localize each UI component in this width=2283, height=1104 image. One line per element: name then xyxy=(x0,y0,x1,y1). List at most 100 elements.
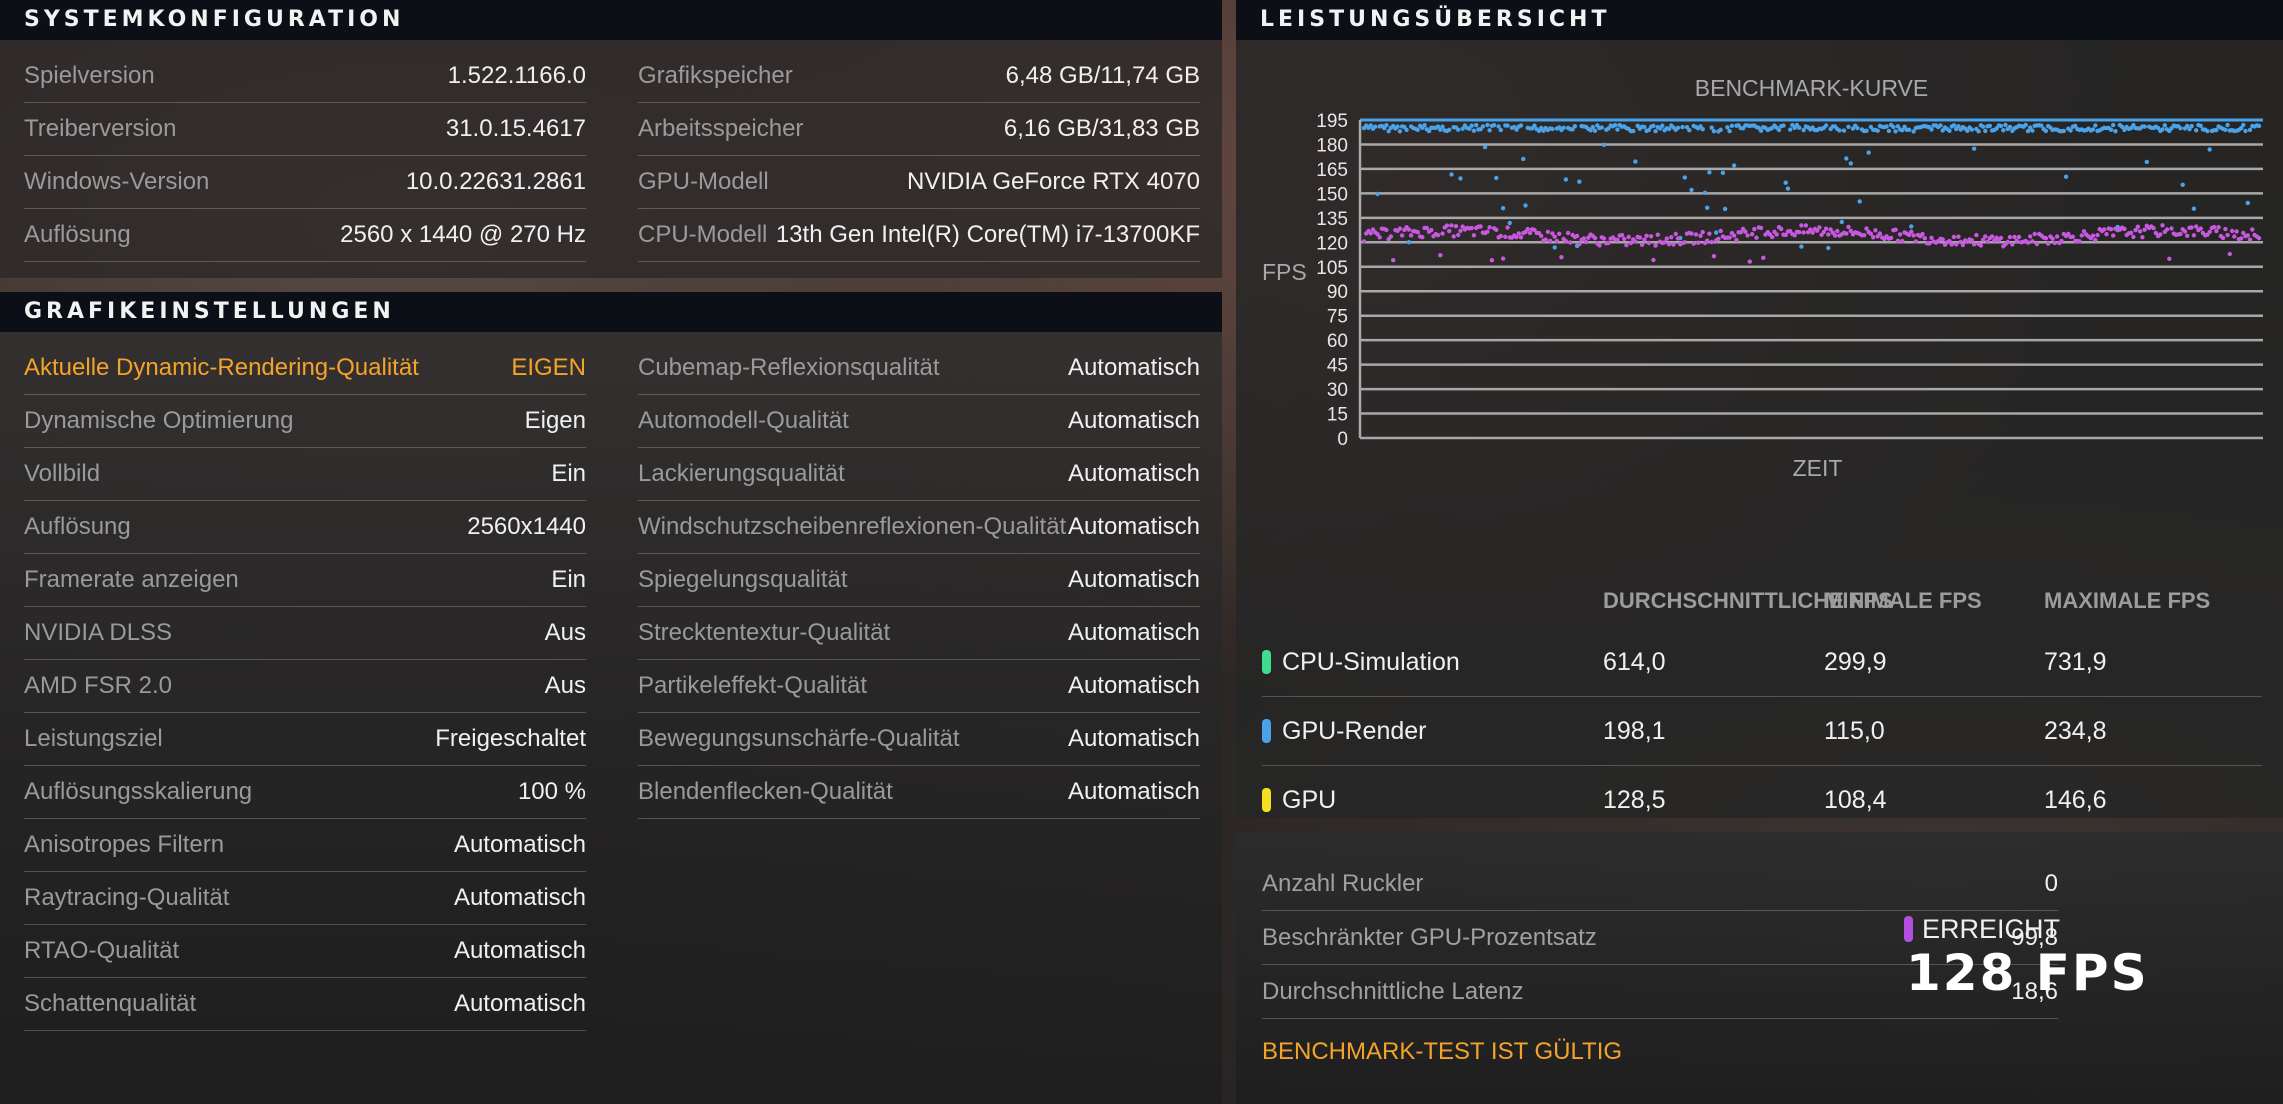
chart-point xyxy=(1691,241,1696,246)
chart-point xyxy=(1583,239,1589,245)
y-tick-label: 180 xyxy=(1316,135,1348,156)
chart-point xyxy=(1485,122,1490,128)
chart-point xyxy=(1565,230,1571,236)
graphics-row[interactable]: RTAO-Qualität Automatisch xyxy=(24,925,586,978)
chart-point xyxy=(1561,125,1566,130)
chart-point xyxy=(1888,235,1894,241)
achieved-legend-dot xyxy=(1904,916,1913,942)
graphics-row[interactable]: Automodell-Qualität Automatisch xyxy=(638,395,1200,448)
table-row-gpu-render: GPU-Render 198,1 115,0 234,8 xyxy=(1262,697,2262,766)
row-value: Automatisch xyxy=(1067,619,1200,646)
graphics-row[interactable]: Leistungsziel Freigeschaltet xyxy=(24,713,586,766)
chart-point xyxy=(2005,239,2010,245)
row-value: Automatisch xyxy=(1067,407,1200,434)
chart-point xyxy=(1642,124,1647,130)
system-row: Auflösung 2560 x 1440 @ 270 Hz xyxy=(24,209,586,262)
chart-point xyxy=(2256,123,2262,129)
chart-point xyxy=(1725,125,1730,130)
graphics-row[interactable]: Dynamische Optimierung Eigen xyxy=(24,395,586,448)
chart-point xyxy=(1911,129,1916,134)
system-row: Windows-Version 10.0.22631.2861 xyxy=(24,156,586,209)
graphics-row[interactable]: Schattenqualität Automatisch xyxy=(24,978,586,1031)
graphics-row[interactable]: Bewegungsunschärfe-Qualität Automatisch xyxy=(638,713,1200,766)
chart-point xyxy=(1478,224,1483,229)
chart-point xyxy=(1711,129,1717,134)
chart-point xyxy=(1738,230,1743,235)
row-label: NVIDIA DLSS xyxy=(24,619,173,646)
chart-point xyxy=(1797,230,1802,235)
row-max: 146,6 xyxy=(2044,786,2107,814)
graphics-row[interactable]: Framerate anzeigen Ein xyxy=(24,554,586,607)
cpu-simulation-legend-dot xyxy=(1262,650,1271,674)
chart-point xyxy=(1592,128,1598,133)
chart-point xyxy=(1698,233,1703,238)
graphics-row[interactable]: Raytracing-Qualität Automatisch xyxy=(24,872,586,925)
row-value: Automatisch xyxy=(453,937,586,964)
chart-point xyxy=(1871,235,1876,240)
graphics-row[interactable]: NVIDIA DLSS Aus xyxy=(24,607,586,660)
stat-value: 18,6 xyxy=(2011,978,2058,1005)
chart-point xyxy=(2043,236,2049,241)
graphics-row[interactable]: Auflösungsskalierung 100 % xyxy=(24,766,586,819)
chart-point xyxy=(1487,128,1492,133)
chart-point xyxy=(1718,127,1723,132)
chart-point xyxy=(2079,233,2084,238)
chart-point xyxy=(1563,177,1569,182)
graphics-row[interactable]: Anisotropes Filtern Automatisch xyxy=(24,819,586,872)
chart-point xyxy=(1987,123,1992,128)
graphics-row[interactable]: Blendenflecken-Qualität Automatisch xyxy=(638,766,1200,819)
chart-point xyxy=(2140,235,2145,240)
chart-point xyxy=(1447,127,1452,132)
chart-point xyxy=(1745,233,1750,238)
row-value: Automatisch xyxy=(1067,354,1200,381)
chart-point xyxy=(2216,225,2221,230)
system-row: GPU-Modell NVIDIA GeForce RTX 4070 xyxy=(638,156,1200,209)
y-tick-label: 45 xyxy=(1327,356,1348,377)
achieved-fps-value: 128 FPS xyxy=(1906,944,2149,1002)
chart-point xyxy=(2003,122,2008,128)
chart-point xyxy=(2068,128,2073,133)
chart-point xyxy=(1985,239,1990,244)
table-header-min: MINIMALE FPS xyxy=(1824,588,1982,613)
chart-point xyxy=(1532,123,1537,128)
chart-point xyxy=(1485,229,1490,234)
graphics-row[interactable]: AMD FSR 2.0 Aus xyxy=(24,660,586,713)
graphics-row[interactable]: Auflösung 2560x1440 xyxy=(24,501,586,554)
chart-point xyxy=(1929,235,1934,240)
graphics-right-column: Cubemap-Reflexionsqualität Automatisch Au… xyxy=(638,342,1200,819)
graphics-row[interactable]: Cubemap-Reflexionsqualität Automatisch xyxy=(638,342,1200,395)
chart-point xyxy=(1895,238,1901,243)
row-label: Spielversion xyxy=(24,62,155,89)
chart-x-axis-label: ZEIT xyxy=(1793,455,1843,481)
chart-point xyxy=(1971,146,1977,151)
chart-point xyxy=(1498,127,1503,133)
chart-point xyxy=(1671,242,1676,247)
chart-point xyxy=(2093,237,2098,243)
chart-point xyxy=(1731,163,1737,168)
graphics-row[interactable]: Partikeleffekt-Qualität Automatisch xyxy=(638,660,1200,713)
graphics-row[interactable]: Windschutzscheibenreflexionen-Qualität Au… xyxy=(638,501,1200,554)
chart-point xyxy=(1857,199,1862,204)
chart-point xyxy=(1978,243,1984,248)
chart-point xyxy=(1489,258,1495,263)
graphics-row[interactable]: Vollbild Ein xyxy=(24,448,586,501)
chart-point xyxy=(2023,122,2028,128)
chart-point xyxy=(1884,124,1889,129)
system-right-column: Grafikspeicher 6,48 GB/11,74 GB Arbeitssp… xyxy=(638,50,1200,262)
chart-point xyxy=(2223,226,2228,232)
chart-point xyxy=(1911,233,1916,238)
chart-point xyxy=(1969,127,1975,132)
chart-point xyxy=(1844,231,1849,236)
graphics-row[interactable]: Lackierungsqualität Automatisch xyxy=(638,448,1200,501)
graphics-row-dynamic-rendering-quality[interactable]: Aktuelle Dynamic-Rendering-Qualität EIGEN xyxy=(24,342,586,395)
graphics-row[interactable]: Spiegelungsqualität Automatisch xyxy=(638,554,1200,607)
chart-point xyxy=(2090,233,2096,238)
chart-point xyxy=(1783,232,1788,238)
chart-point xyxy=(1406,227,1412,232)
graphics-row[interactable]: Strecktentextur-Qualität Automatisch xyxy=(638,607,1200,660)
chart-point xyxy=(2250,227,2255,232)
chart-point xyxy=(2090,127,2096,132)
chart-point xyxy=(1456,232,1461,238)
system-row: Arbeitsspeicher 6,16 GB/31,83 GB xyxy=(638,103,1200,156)
chart-points xyxy=(1361,122,2262,264)
